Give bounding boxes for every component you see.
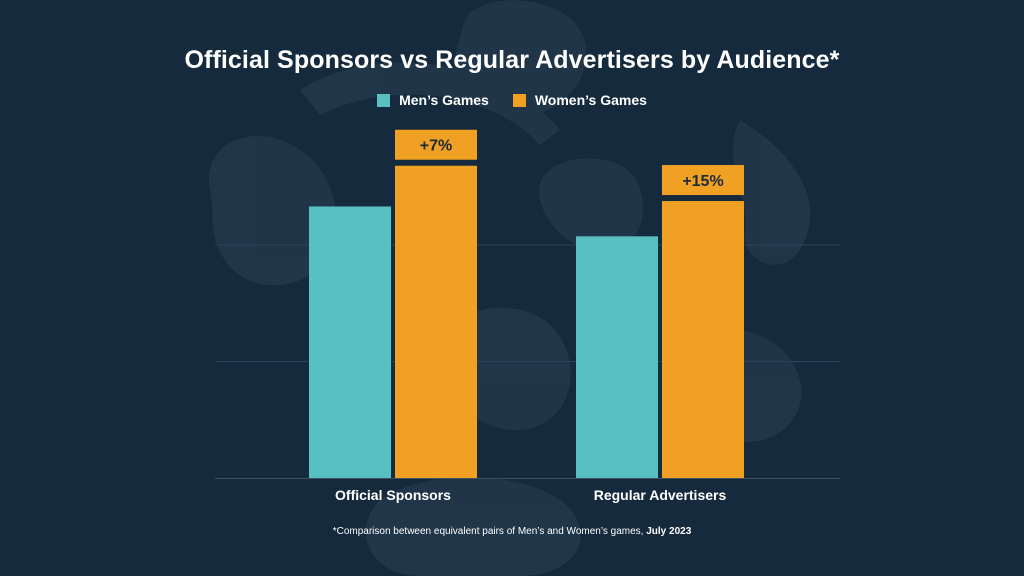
bar-mens-1 (576, 236, 658, 478)
bg-blob-right (538, 158, 644, 251)
footnote-text: *Comparison between equivalent pairs of … (332, 526, 647, 537)
chart-legend: Men’s Games Women’s Games (0, 92, 1024, 108)
chart-title: Official Sponsors vs Regular Advertisers… (184, 46, 840, 74)
legend-swatch-mens (377, 93, 391, 107)
bg-ring (300, 62, 560, 145)
bar-mens-0 (309, 206, 391, 478)
bg-blob-bottom (365, 477, 581, 576)
legend-label-womens: Women’s Games (534, 92, 647, 108)
annotation-label-0: +7% (420, 138, 452, 155)
footnote-date: July 2023 (646, 526, 692, 537)
annotation-box-1 (662, 165, 744, 196)
legend-label-mens: Men’s Games (399, 92, 489, 108)
bar-womens-1 (662, 201, 744, 478)
footnote: *Comparison between equivalent pairs of … (0, 526, 1024, 537)
legend-item-mens: Men’s Games (377, 92, 489, 108)
bg-blob-right-arm (733, 120, 811, 265)
annotation-box-0 (395, 129, 477, 160)
category-label-1: Regular Advertisers (594, 487, 727, 503)
bg-blob-left (208, 135, 336, 286)
bg-blob-center (449, 307, 571, 431)
legend-swatch-womens (512, 93, 526, 107)
category-label-0: Official Sponsors (335, 487, 451, 503)
legend-item-womens: Women’s Games (512, 92, 647, 108)
bar-womens-0 (395, 165, 477, 478)
annotation-label-1: +15% (682, 173, 723, 190)
